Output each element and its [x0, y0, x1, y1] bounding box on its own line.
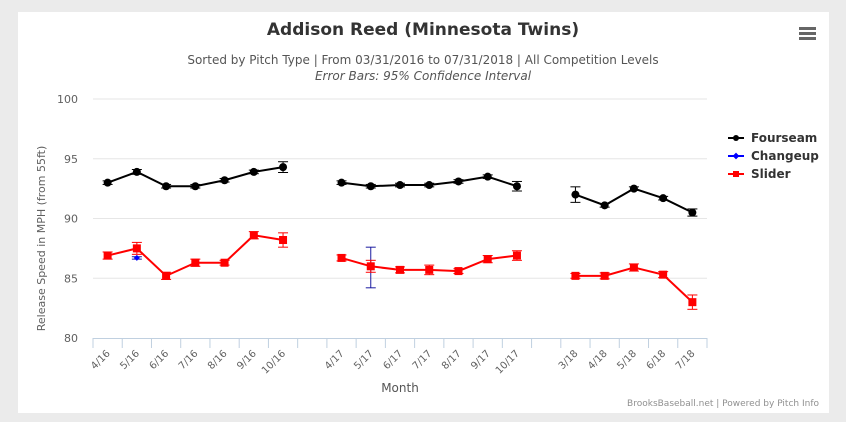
data-point-fourseam [249, 167, 258, 176]
data-point-slider [454, 267, 463, 276]
chart-subtitle: Sorted by Pitch Type | From 03/31/2016 t… [187, 53, 659, 67]
legend-symbol-changeup [728, 151, 746, 161]
legend-label-changeup: Changeup [751, 149, 819, 163]
legend: Fourseam Changeup Slider [728, 129, 819, 183]
x-tick-label: 10/16 [260, 348, 288, 376]
data-point-fourseam [132, 167, 141, 176]
data-point-fourseam [454, 177, 463, 186]
data-point-fourseam [659, 194, 668, 203]
x-tick-label: 9/17 [469, 348, 493, 372]
series-line-slider [107, 234, 284, 278]
series-line-slider [575, 266, 694, 303]
data-point-fourseam [425, 181, 434, 190]
x-tick-label: 5/17 [352, 348, 376, 372]
data-point-slider [688, 298, 697, 307]
data-point-fourseam [220, 176, 229, 185]
x-tick-label: 8/16 [206, 348, 230, 372]
data-point-slider [103, 251, 112, 260]
chart-error-bar-note: Error Bars: 95% Confidence Interval [314, 69, 532, 83]
data-point-fourseam [396, 181, 404, 190]
data-point-slider [571, 271, 580, 280]
x-tick-label: 4/16 [89, 348, 113, 372]
data-point-fourseam [103, 178, 112, 187]
y-axis-title: Release Speed in MPH (from 55ft) [35, 146, 48, 332]
x-tick-label: 7/17 [411, 348, 435, 372]
data-point-fourseam [512, 182, 521, 191]
y-tick-label: 95 [64, 153, 78, 166]
data-point-fourseam [600, 201, 609, 210]
legend-symbol-slider [728, 169, 746, 179]
data-point-fourseam [337, 178, 346, 187]
data-point-fourseam [483, 172, 492, 181]
data-point-slider [220, 258, 229, 267]
data-point-fourseam [688, 208, 697, 217]
credits[interactable]: BrooksBaseball.net | Powered by Pitch In… [627, 399, 819, 409]
legend-label-slider: Slider [751, 167, 791, 181]
data-point-slider [659, 270, 668, 279]
data-point-fourseam [279, 163, 288, 172]
legend-label-fourseam: Fourseam [751, 131, 818, 145]
x-tick-label: 5/16 [118, 348, 142, 372]
data-point-slider [512, 251, 521, 260]
legend-symbol-fourseam [728, 133, 746, 143]
y-tick-label: 80 [64, 332, 78, 345]
data-point-fourseam [162, 182, 171, 191]
x-tick-label: 7/16 [177, 348, 201, 372]
x-tick-label: 4/18 [586, 348, 610, 372]
x-tick-label: 9/16 [235, 348, 259, 372]
legend-item-slider[interactable]: Slider [728, 165, 819, 183]
data-point-slider [249, 231, 258, 240]
y-tick-label: 90 [64, 213, 78, 226]
legend-item-changeup[interactable]: Changeup [728, 147, 819, 165]
hamburger-menu-icon[interactable] [799, 27, 816, 41]
x-axis-title: Month [381, 381, 419, 395]
y-tick-label: 100 [57, 93, 78, 106]
data-point-slider [337, 253, 346, 262]
data-point-slider [162, 271, 171, 280]
data-point-fourseam [571, 190, 580, 199]
x-tick-label: 6/16 [148, 348, 172, 372]
data-point-slider [132, 244, 141, 253]
legend-item-fourseam[interactable]: Fourseam [728, 129, 819, 147]
x-tick-label: 8/17 [440, 348, 464, 372]
x-tick-label: 4/17 [323, 348, 347, 372]
x-tick-label: 5/18 [615, 348, 639, 372]
data-point-slider [396, 265, 404, 274]
data-point-slider [600, 271, 609, 280]
data-point-slider [279, 236, 288, 245]
x-tick-label: 7/18 [674, 348, 698, 372]
x-tick-label: 6/17 [381, 348, 405, 372]
x-tick-label: 6/18 [645, 348, 669, 372]
data-point-slider [483, 255, 492, 264]
data-point-slider [366, 262, 375, 271]
data-point-fourseam [191, 182, 200, 191]
data-point-changeup [133, 254, 140, 261]
x-tick-label: 10/17 [494, 348, 522, 376]
data-point-slider [425, 265, 434, 274]
data-point-slider [191, 258, 200, 267]
x-tick-label: 3/18 [557, 348, 581, 372]
chart-title: Addison Reed (Minnesota Twins) [266, 20, 580, 40]
data-point-slider [629, 263, 638, 272]
data-point-fourseam [366, 182, 375, 191]
y-tick-label: 85 [64, 272, 78, 285]
data-point-fourseam [629, 184, 638, 193]
